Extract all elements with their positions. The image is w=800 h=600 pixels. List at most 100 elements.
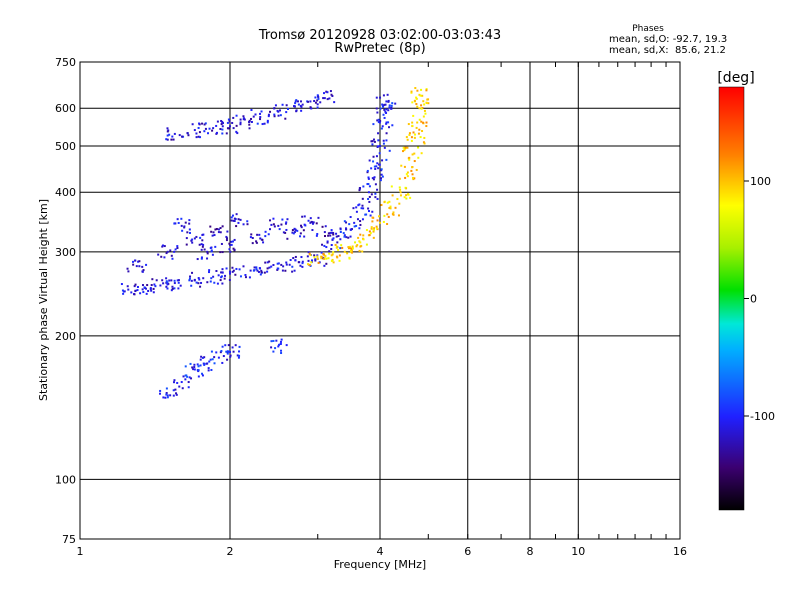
data-point <box>361 218 364 221</box>
data-point <box>361 250 364 253</box>
data-point <box>417 156 420 159</box>
data-point <box>341 246 344 249</box>
data-point <box>225 267 228 270</box>
data-point <box>211 234 214 237</box>
data-point <box>380 173 383 176</box>
data-point <box>273 115 276 118</box>
data-point <box>417 132 420 135</box>
data-point <box>219 227 222 230</box>
data-point <box>422 115 425 118</box>
data-point <box>200 243 203 246</box>
data-point <box>294 102 297 105</box>
data-point <box>188 222 191 225</box>
data-point <box>403 165 406 168</box>
data-point <box>279 342 282 345</box>
data-point <box>353 221 356 224</box>
data-point <box>261 123 264 126</box>
data-point <box>229 354 232 357</box>
data-point <box>293 231 296 234</box>
data-point <box>215 270 218 273</box>
data-point <box>177 281 180 284</box>
data-point <box>221 132 224 135</box>
data-point <box>209 247 212 250</box>
data-point <box>219 128 222 131</box>
data-point <box>135 265 138 268</box>
data-point <box>179 284 182 287</box>
data-point <box>278 109 281 112</box>
data-point <box>402 146 405 149</box>
data-point <box>208 271 211 274</box>
data-point <box>418 93 421 96</box>
data-point <box>301 103 304 106</box>
data-point <box>199 358 202 361</box>
data-point <box>317 97 320 100</box>
data-point <box>284 269 287 272</box>
data-point <box>259 112 262 115</box>
data-point <box>404 146 407 149</box>
data-point <box>391 194 394 197</box>
data-point <box>323 253 326 256</box>
data-point <box>193 363 196 366</box>
data-point <box>383 116 386 119</box>
data-point <box>163 245 166 248</box>
data-point <box>197 369 200 372</box>
data-point <box>281 269 284 272</box>
data-point <box>294 259 297 262</box>
data-point <box>184 365 187 368</box>
data-point <box>378 215 381 218</box>
data-point <box>239 123 242 126</box>
data-point <box>337 248 340 251</box>
data-point <box>276 268 279 271</box>
data-point <box>410 90 413 93</box>
data-point <box>165 392 168 395</box>
data-point <box>237 356 240 359</box>
data-point <box>126 285 129 288</box>
data-point <box>199 136 202 139</box>
data-point <box>291 231 294 234</box>
data-point <box>320 256 323 259</box>
data-point <box>226 121 229 124</box>
data-point <box>379 107 382 110</box>
data-point <box>236 354 239 357</box>
data-point <box>269 110 272 113</box>
y-tick-label: 750 <box>55 56 76 69</box>
data-point <box>366 169 369 172</box>
data-point <box>301 260 304 263</box>
data-point <box>322 97 325 100</box>
data-point <box>226 230 229 233</box>
data-point <box>227 118 230 121</box>
data-point <box>367 177 370 180</box>
data-point <box>314 259 317 262</box>
data-point <box>147 289 150 292</box>
data-point <box>160 255 163 258</box>
data-point <box>370 226 373 229</box>
data-point <box>260 110 263 113</box>
data-point <box>184 221 187 224</box>
data-point <box>235 267 238 270</box>
data-point <box>411 153 414 156</box>
data-point <box>120 283 123 286</box>
data-point <box>361 197 364 200</box>
data-point <box>366 183 369 186</box>
data-point <box>278 228 281 231</box>
data-point <box>379 144 381 147</box>
data-point <box>314 258 317 261</box>
data-point <box>378 152 381 155</box>
data-point <box>217 356 220 359</box>
data-point <box>343 250 346 253</box>
data-point <box>191 241 194 244</box>
data-point <box>226 358 229 361</box>
data-point <box>415 97 418 100</box>
data-point <box>391 124 394 127</box>
data-point <box>408 132 411 135</box>
data-point <box>285 104 288 107</box>
data-point <box>193 368 196 371</box>
data-point <box>177 287 180 290</box>
data-point <box>155 279 158 282</box>
data-point <box>197 126 200 129</box>
data-point <box>301 265 304 268</box>
data-point <box>127 288 130 291</box>
data-point <box>134 259 137 262</box>
data-point <box>309 100 312 103</box>
data-point <box>423 136 426 139</box>
